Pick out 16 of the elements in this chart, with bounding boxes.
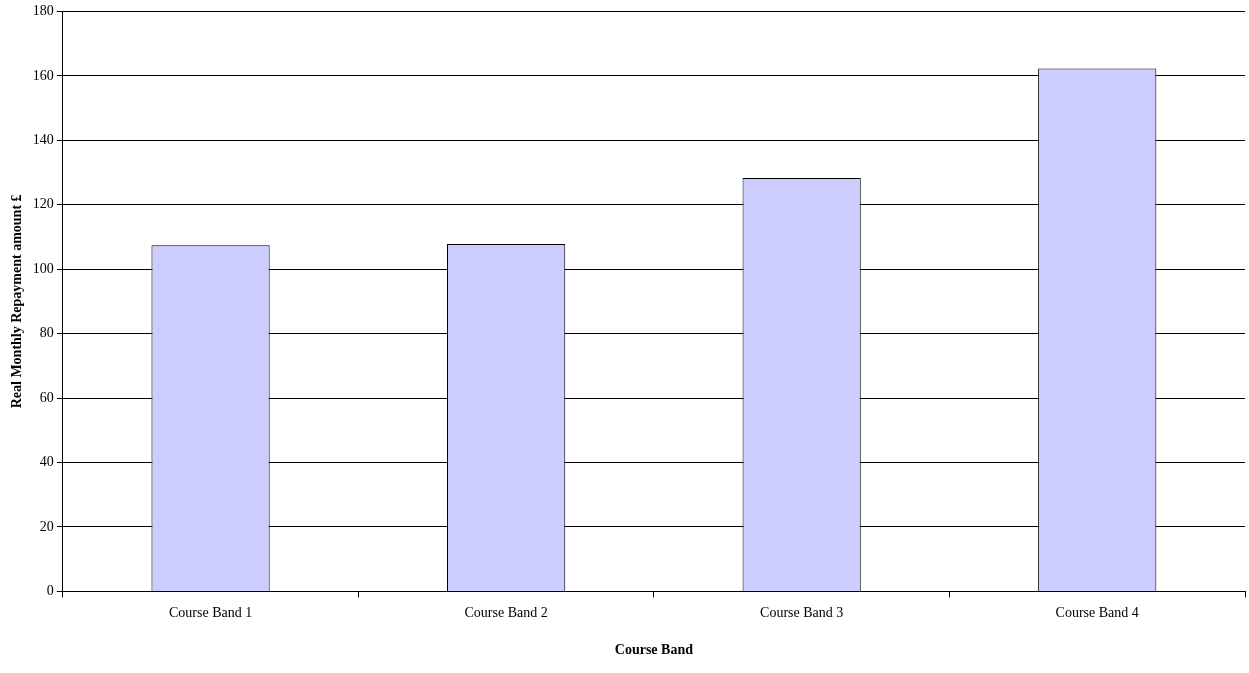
x-tick-label: Course Band 2 [464,605,548,621]
x-tick-label: Course Band 1 [168,605,253,621]
y-tick-label: 60 [39,389,54,405]
x-axis-title: Course Band [614,642,694,658]
y-tick-label: 100 [32,260,54,276]
y-tick-label: 40 [39,454,54,470]
y-tick-label: 120 [32,196,54,212]
y-tick-label: 160 [32,67,54,83]
y-axis-title: Real Monthly Repayment amount £ [9,194,25,409]
y-tick-label: 180 [32,3,54,19]
y-tick-label: 140 [32,131,54,147]
y-tick-label: 0 [46,583,54,599]
x-tick-label: Course Band 4 [1055,605,1139,621]
y-tick-label: 80 [39,325,54,341]
x-tick-label: Course Band 3 [760,605,844,621]
y-tick-label: 20 [39,518,54,534]
